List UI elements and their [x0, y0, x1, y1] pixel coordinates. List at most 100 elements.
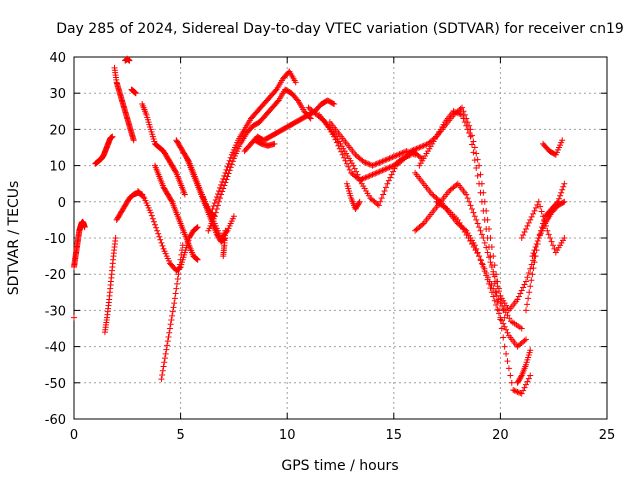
- data-point: [380, 157, 387, 164]
- data-point: [548, 238, 555, 245]
- data-point: [472, 247, 479, 254]
- data-point: [498, 317, 505, 324]
- data-point: [474, 250, 481, 257]
- data-point: [222, 179, 229, 186]
- data-point: [513, 388, 520, 395]
- series-track-27: [412, 180, 538, 314]
- data-point: [527, 347, 534, 354]
- data-point: [194, 224, 201, 231]
- data-point: [366, 172, 373, 179]
- series-track-8: [128, 86, 139, 97]
- data-point: [547, 235, 554, 241]
- y-tick-label: 40: [49, 51, 66, 66]
- data-point: [166, 325, 173, 332]
- data-point: [387, 154, 394, 161]
- data-point: [218, 191, 225, 198]
- data-point: [481, 265, 488, 272]
- data-point: [162, 350, 169, 357]
- data-point: [219, 178, 226, 185]
- data-point: [483, 207, 490, 214]
- data-point: [158, 239, 165, 246]
- data-point: [476, 253, 483, 260]
- data-point: [379, 167, 386, 174]
- data-point: [520, 387, 527, 394]
- data-point: [397, 150, 404, 157]
- data-point: [193, 256, 200, 263]
- data-point: [478, 260, 485, 267]
- data-point: [149, 215, 156, 222]
- data-point: [518, 235, 525, 241]
- data-point: [391, 165, 398, 172]
- series-track-31: [518, 198, 568, 256]
- data-point: [511, 387, 518, 394]
- data-point: [385, 155, 392, 162]
- data-point: [112, 235, 119, 241]
- data-point: [466, 122, 473, 129]
- data-point: [561, 198, 568, 205]
- data-point: [147, 209, 154, 216]
- data-point: [500, 320, 507, 327]
- data-point: [390, 168, 397, 175]
- data-point: [551, 245, 558, 252]
- data-point: [160, 363, 167, 370]
- data-point: [380, 166, 387, 173]
- data-point: [388, 171, 395, 178]
- data-point: [504, 358, 511, 365]
- data-point: [470, 138, 477, 145]
- data-point: [484, 274, 491, 281]
- data-point: [293, 96, 300, 103]
- data-point: [152, 221, 159, 228]
- series-track-5: [111, 64, 137, 144]
- data-point: [218, 181, 225, 188]
- data-point: [345, 163, 352, 170]
- data-point: [549, 242, 556, 249]
- data-point: [559, 137, 566, 144]
- data-point: [503, 326, 510, 333]
- data-point: [223, 176, 230, 183]
- data-point: [353, 168, 360, 175]
- data-point: [524, 222, 531, 229]
- data-point: [460, 108, 467, 115]
- data-point: [518, 390, 525, 397]
- data-point: [465, 235, 472, 241]
- data-point: [126, 57, 133, 64]
- series-track-23: [326, 119, 419, 169]
- data-point: [179, 247, 186, 254]
- data-point: [476, 162, 483, 169]
- data-point: [158, 376, 165, 383]
- data-point: [350, 162, 357, 169]
- data-point: [492, 289, 499, 296]
- data-point: [419, 221, 426, 228]
- data-point: [528, 213, 535, 220]
- y-tick-label: 30: [49, 87, 66, 102]
- series-track-6: [122, 55, 133, 64]
- data-point: [470, 244, 477, 251]
- data-point: [221, 182, 228, 189]
- data-point: [385, 177, 392, 184]
- data-point: [405, 148, 412, 155]
- data-point: [524, 301, 531, 308]
- data-point: [467, 202, 474, 209]
- data-point: [384, 180, 391, 187]
- data-point: [454, 216, 461, 223]
- data-point: [292, 79, 299, 86]
- data-point: [375, 202, 382, 209]
- data-point: [413, 145, 420, 152]
- data-point: [177, 256, 184, 263]
- data-point: [477, 227, 484, 234]
- data-point: [220, 175, 227, 182]
- x-tick-label: 5: [176, 428, 184, 443]
- data-point: [153, 224, 160, 231]
- data-point: [525, 219, 532, 226]
- data-point: [457, 111, 464, 118]
- data-point: [559, 186, 566, 193]
- data-point: [173, 285, 180, 292]
- data-point: [211, 200, 218, 207]
- data-point: [530, 250, 537, 257]
- data-point: [386, 155, 393, 162]
- data-point: [456, 219, 463, 226]
- data-point: [331, 101, 338, 108]
- data-point: [495, 296, 502, 303]
- data-point: [514, 388, 521, 395]
- data-point: [168, 317, 175, 324]
